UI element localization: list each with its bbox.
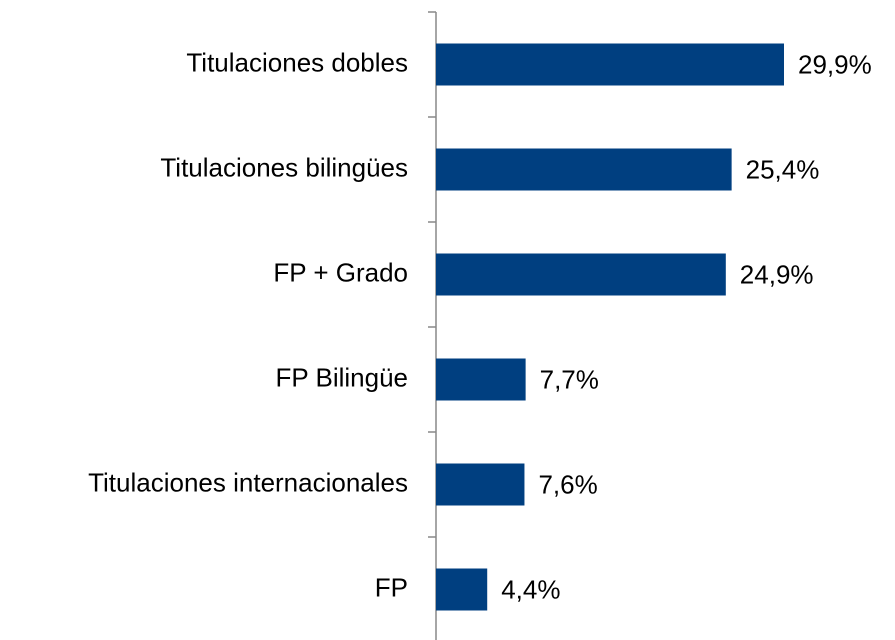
category-label: FP Bilingüe bbox=[276, 362, 409, 392]
value-label: 29,9% bbox=[798, 49, 872, 79]
bar bbox=[436, 148, 732, 191]
category-label: Titulaciones internacionales bbox=[88, 467, 408, 497]
value-label: 7,6% bbox=[538, 469, 597, 499]
value-label: 7,7% bbox=[540, 364, 599, 394]
category-label: Titulaciones dobles bbox=[186, 47, 408, 77]
value-label: 4,4% bbox=[501, 574, 560, 604]
category-label: FP + Grado bbox=[273, 257, 408, 287]
value-label: 25,4% bbox=[746, 154, 820, 184]
bar bbox=[436, 253, 726, 296]
value-label: 24,9% bbox=[740, 259, 814, 289]
bar bbox=[436, 568, 488, 611]
category-label: Titulaciones bilingües bbox=[160, 152, 408, 182]
bar bbox=[436, 43, 784, 86]
bar bbox=[436, 358, 526, 401]
category-label: FP bbox=[375, 572, 408, 602]
bar bbox=[436, 463, 525, 506]
